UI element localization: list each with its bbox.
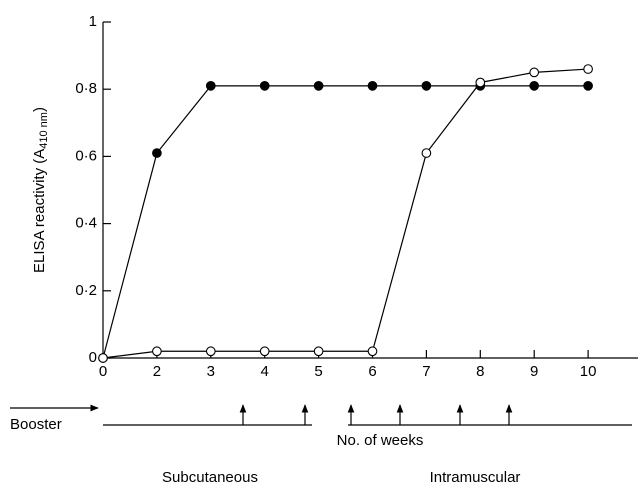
y-tick-label: 0·4 bbox=[75, 215, 97, 232]
x-tick-label: 9 bbox=[530, 363, 538, 380]
y-tick-label: 0 bbox=[89, 349, 97, 366]
data-point bbox=[367, 80, 378, 91]
x-tick-label: 7 bbox=[422, 363, 430, 380]
x-tick-label: 4 bbox=[261, 363, 269, 380]
data-point bbox=[313, 346, 324, 357]
data-point bbox=[152, 148, 162, 158]
y-tick-label: 0·8 bbox=[75, 80, 97, 97]
intramuscular-label: Intramuscular bbox=[430, 469, 521, 486]
data-point bbox=[367, 346, 378, 357]
data-point bbox=[421, 80, 432, 91]
x-tick-label: 6 bbox=[368, 363, 376, 380]
booster-label: Booster bbox=[10, 416, 62, 433]
y-axis-label: ELISA reactivity (A410 nm) bbox=[31, 107, 50, 273]
x-tick-label: 10 bbox=[580, 363, 597, 380]
x-tick-label: 3 bbox=[207, 363, 215, 380]
y-label-end: ) bbox=[31, 107, 48, 112]
y-tick-label: 0·2 bbox=[75, 282, 97, 299]
data-point bbox=[205, 80, 216, 91]
x-tick-label: 5 bbox=[314, 363, 322, 380]
data-point bbox=[259, 80, 270, 91]
weeks-label: No. of weeks bbox=[337, 432, 424, 449]
y-label-sub: 410 nm bbox=[38, 112, 50, 149]
data-point bbox=[529, 80, 540, 91]
x-tick-label: 8 bbox=[476, 363, 484, 380]
subcutaneous-label: Subcutaneous bbox=[162, 469, 258, 486]
data-point bbox=[205, 346, 216, 357]
data-point bbox=[475, 77, 486, 88]
x-tick-label: 0 bbox=[99, 363, 107, 380]
data-point bbox=[98, 353, 108, 363]
data-point bbox=[259, 346, 270, 357]
y-tick-label: 0·6 bbox=[75, 147, 97, 164]
x-tick-label: 2 bbox=[153, 363, 161, 380]
booster-timeline bbox=[10, 404, 632, 426]
series-line bbox=[102, 68, 589, 359]
data-point bbox=[313, 80, 324, 91]
y-tick-label: 1 bbox=[89, 13, 97, 30]
data-point bbox=[421, 148, 432, 158]
data-point bbox=[583, 64, 593, 74]
data-point bbox=[152, 346, 162, 357]
series-line bbox=[102, 85, 589, 359]
y-label-main: ELISA reactivity (A bbox=[31, 149, 48, 273]
data-point bbox=[583, 80, 593, 91]
data-point bbox=[529, 67, 540, 78]
